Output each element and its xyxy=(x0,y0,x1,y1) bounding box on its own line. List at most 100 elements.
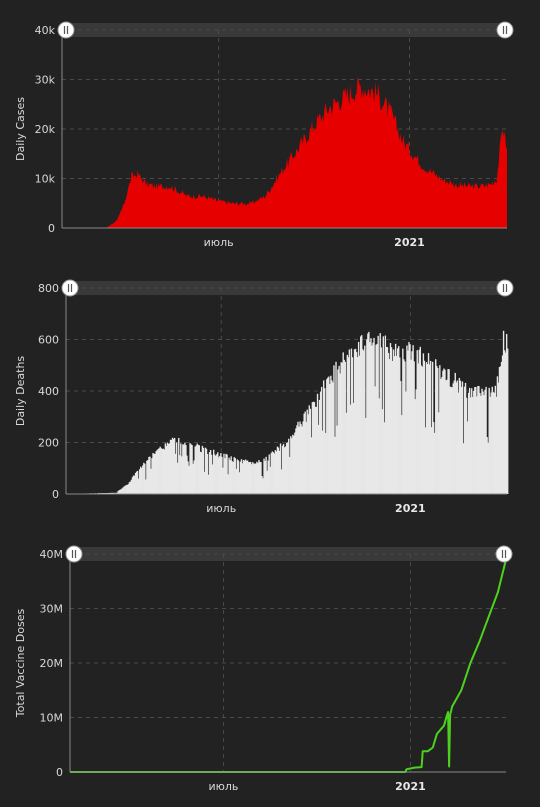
deaths-bar xyxy=(121,488,123,494)
deaths-bar xyxy=(443,368,445,494)
deaths-bar xyxy=(499,366,502,494)
deaths-bar xyxy=(234,458,236,494)
deaths-bar xyxy=(279,443,282,494)
deaths-bar xyxy=(465,397,468,494)
deaths-bar xyxy=(116,492,118,494)
deaths-bar xyxy=(301,426,303,494)
deaths-bar xyxy=(254,463,256,494)
deaths-bar xyxy=(469,397,472,494)
deaths-bar xyxy=(489,396,491,494)
deaths-bar xyxy=(363,350,365,494)
deaths-bar xyxy=(219,455,221,494)
deaths-bar xyxy=(262,478,264,494)
deaths-bar xyxy=(189,443,191,494)
deaths-bar xyxy=(417,363,419,494)
deaths-bar xyxy=(307,414,309,494)
deaths-bar xyxy=(387,352,390,494)
deaths-bar xyxy=(261,476,263,494)
deaths-bar xyxy=(185,445,187,494)
deaths-bar xyxy=(368,331,370,494)
deaths-bar xyxy=(370,338,372,494)
range-slider-track[interactable] xyxy=(66,281,507,295)
deaths-bar xyxy=(285,442,288,494)
deaths-bar xyxy=(374,386,376,494)
deaths-bar xyxy=(413,361,415,494)
deaths-bar xyxy=(348,349,351,494)
deaths-bar xyxy=(123,486,125,494)
range-handle-left[interactable] xyxy=(65,545,83,563)
range-handle-left-knob[interactable] xyxy=(57,21,75,39)
deaths-bar xyxy=(410,359,412,494)
deaths-bar xyxy=(242,459,245,494)
deaths-bar xyxy=(204,447,207,494)
deaths-bar xyxy=(120,489,122,494)
deaths-bar xyxy=(474,387,476,494)
deaths-bar xyxy=(216,454,218,494)
range-handle-right[interactable] xyxy=(496,279,514,297)
range-handle-right[interactable] xyxy=(495,545,513,563)
deaths-bar xyxy=(468,387,471,494)
deaths-bar xyxy=(210,454,213,494)
deaths-bar xyxy=(300,424,302,494)
deaths-bar xyxy=(155,451,157,494)
y-tick-label: 0 xyxy=(52,488,59,501)
range-handle-left-knob[interactable] xyxy=(65,545,83,563)
deaths-bar xyxy=(227,474,229,494)
deaths-bar xyxy=(434,432,436,494)
deaths-bar xyxy=(231,461,233,494)
range-handle-right-knob[interactable] xyxy=(496,21,514,39)
deaths-bar xyxy=(253,463,255,494)
range-handle-right-knob[interactable] xyxy=(495,545,513,563)
y-tick-label: 0 xyxy=(56,766,63,779)
deaths-bar xyxy=(491,386,493,494)
deaths-bar xyxy=(141,468,143,494)
deaths-bar xyxy=(304,411,306,494)
deaths-bar xyxy=(206,453,209,494)
deaths-bar xyxy=(322,380,325,494)
deaths-bar xyxy=(486,437,488,494)
deaths-bar xyxy=(192,463,194,494)
deaths-bar xyxy=(428,364,431,494)
deaths-bar xyxy=(388,359,391,494)
deaths-bar xyxy=(175,442,178,494)
range-handle-left[interactable] xyxy=(57,21,75,39)
deaths-bar xyxy=(271,451,273,494)
deaths-bar xyxy=(386,347,389,494)
deaths-bar xyxy=(440,378,442,494)
deaths-bar xyxy=(327,377,329,494)
deaths-bar xyxy=(471,388,473,494)
deaths-bar xyxy=(324,388,326,494)
deaths-bar xyxy=(381,409,383,494)
deaths-bar xyxy=(365,417,367,494)
y-tick-label: 30M xyxy=(40,603,64,616)
deaths-bar xyxy=(156,450,158,494)
deaths-bar xyxy=(429,360,432,494)
deaths-bar xyxy=(297,421,299,494)
deaths-bar xyxy=(259,461,261,494)
deaths-bar xyxy=(197,444,199,494)
deaths-bar xyxy=(426,363,429,494)
deaths-bar xyxy=(278,450,281,494)
deaths-bar xyxy=(200,452,203,494)
range-handle-left-knob[interactable] xyxy=(61,279,79,297)
deaths-bar xyxy=(342,352,344,494)
range-slider-track[interactable] xyxy=(62,23,507,37)
y-tick-label: 10M xyxy=(40,712,64,725)
range-handle-right-knob[interactable] xyxy=(496,279,514,297)
deaths-bar xyxy=(412,345,414,494)
deaths-bar xyxy=(425,362,428,494)
deaths-bar xyxy=(334,436,336,494)
deaths-bar xyxy=(142,465,144,494)
series-deaths xyxy=(67,330,509,494)
deaths-bar xyxy=(140,466,142,494)
deaths-bar xyxy=(460,386,463,494)
deaths-bar xyxy=(487,442,489,494)
range-handle-right[interactable] xyxy=(496,21,514,39)
deaths-bar xyxy=(172,438,175,494)
deaths-bar xyxy=(461,381,464,494)
deaths-bar xyxy=(350,348,353,494)
deaths-bar xyxy=(395,355,398,494)
deaths-bar xyxy=(276,446,279,494)
deaths-bar xyxy=(208,452,211,494)
range-handle-left[interactable] xyxy=(61,279,79,297)
